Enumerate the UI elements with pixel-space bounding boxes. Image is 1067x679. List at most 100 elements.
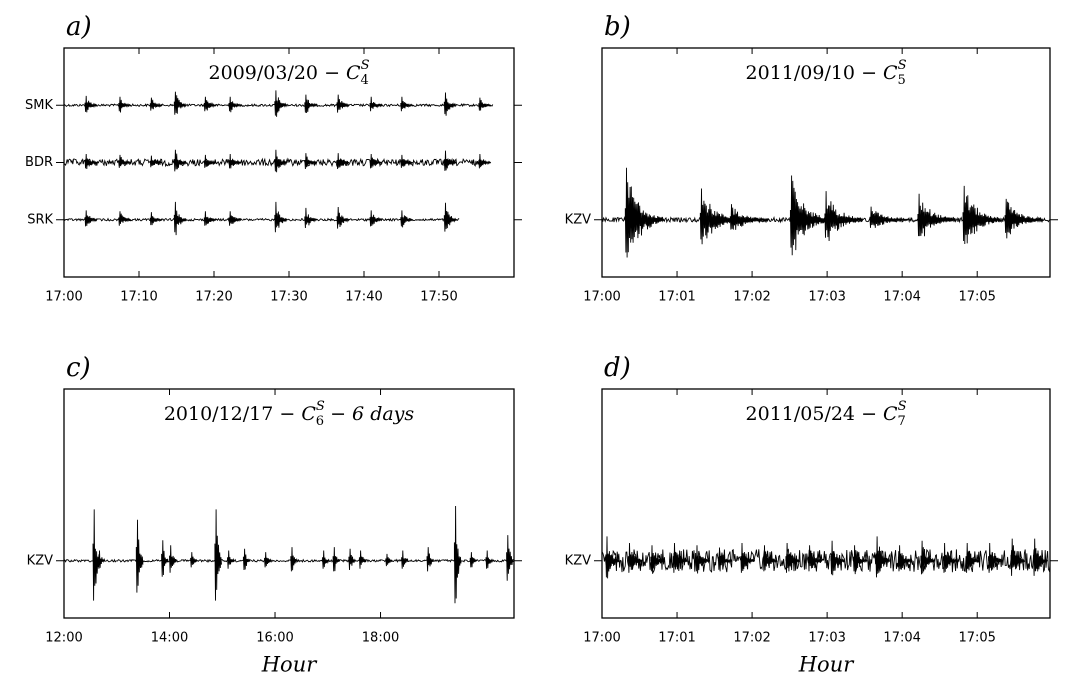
title-date: 2009/03/20 − — [209, 62, 347, 84]
title-suffix: − 6 days — [324, 403, 414, 425]
seismic-burst — [762, 545, 778, 572]
panel-title: 2010/12/17 − CS 6 − 6 days — [164, 399, 415, 429]
seismic-burst — [118, 211, 132, 226]
seismic-burst — [453, 505, 462, 604]
panel-label: c) — [66, 353, 91, 383]
seismic-burst — [400, 210, 414, 228]
seismic-burst — [443, 202, 457, 232]
seismic-burst — [214, 509, 222, 601]
x-tick-label: 18:00 — [362, 631, 399, 646]
title-sub: 6 — [316, 414, 324, 429]
title-sup: S — [316, 399, 325, 414]
seismic-burst — [426, 547, 435, 572]
title-symbol: C — [301, 403, 316, 425]
title-date: 2011/09/10 − — [746, 62, 884, 84]
seismic-burst — [173, 91, 187, 115]
seismic-burst — [227, 550, 235, 569]
seismic-burst — [1004, 198, 1044, 239]
y-tick-label: KZV — [565, 553, 591, 568]
x-axis-label: Hour — [798, 653, 855, 677]
seismic-burst — [443, 92, 457, 116]
panel-label: d) — [604, 353, 631, 383]
seismic-burst — [942, 542, 958, 573]
seismic-burst — [1010, 538, 1026, 576]
seismic-burst — [369, 210, 383, 227]
trace-baseline — [63, 157, 484, 168]
seismic-burst — [740, 542, 756, 573]
x-tick-label: 17:50 — [420, 290, 457, 305]
title-sup: S — [898, 58, 907, 73]
x-tick-label: 17:00 — [583, 290, 620, 305]
seismic-burst — [336, 153, 350, 170]
seismic-burst — [242, 548, 251, 571]
seismic-burst — [478, 97, 492, 111]
trace-baseline — [63, 558, 514, 564]
seismic-burst — [443, 150, 457, 171]
plot-frame — [63, 388, 515, 619]
panel-title: 2009/03/20 − CS 4 — [209, 58, 370, 88]
seismic-burst — [118, 154, 132, 168]
seismic-burst — [336, 94, 350, 113]
seismic-burst — [322, 550, 330, 569]
seismic-burst — [729, 204, 769, 230]
seismic-burst — [169, 545, 177, 573]
seismic-burst — [228, 153, 242, 169]
seismic-burst — [1033, 538, 1048, 576]
title-symbol: C — [883, 403, 898, 425]
x-tick-label: 17:10 — [120, 290, 157, 305]
seismic-burst — [173, 201, 187, 236]
seismic-burst — [785, 542, 801, 573]
seismic-burst — [650, 545, 665, 574]
seismic-burst — [852, 545, 868, 575]
seismic-burst — [84, 153, 98, 170]
y-tick-label: SMK — [25, 98, 53, 113]
seismic-burst — [228, 96, 242, 113]
seismic-burst — [988, 542, 1003, 573]
seismic-burst — [962, 185, 1002, 245]
seismic-burst — [304, 94, 318, 114]
x-tick-label: 17:30 — [270, 290, 307, 305]
x-tick-label: 17:03 — [808, 290, 845, 305]
seismic-burst — [274, 201, 288, 233]
y-tick-label: KZV — [27, 553, 53, 568]
seismic-burst — [135, 519, 144, 593]
seismic-burst — [869, 206, 909, 228]
x-tick-label: 17:05 — [958, 290, 995, 305]
seismic-burst — [627, 542, 643, 573]
seismic-burst — [478, 153, 492, 169]
title-symbol: C — [883, 62, 898, 84]
seismic-burst — [228, 211, 242, 226]
panel-title: 2011/05/24 − CS 7 — [746, 399, 907, 429]
x-tick-label: 17:01 — [658, 290, 695, 305]
plot-frame — [63, 47, 515, 278]
seismic-burst — [274, 149, 288, 173]
seismic-burst — [695, 545, 710, 574]
seismic-burst — [173, 149, 187, 172]
seismic-burst — [469, 552, 478, 568]
seismic-burst — [203, 211, 217, 226]
seismic-burst — [149, 212, 163, 226]
y-tick-label: SRK — [27, 212, 53, 227]
x-tick-label: 17:00 — [45, 290, 82, 305]
seismic-burst — [304, 153, 318, 170]
title-sub: 5 — [897, 73, 905, 88]
x-tick-label: 12:00 — [45, 631, 82, 646]
title-date: 2011/05/24 − — [746, 403, 884, 425]
x-tick-label: 17:04 — [883, 631, 920, 646]
plot-frame — [601, 47, 1051, 278]
seismic-burst — [369, 96, 383, 112]
y-tick-label: BDR — [25, 155, 53, 170]
seismic-burst — [401, 550, 409, 569]
seismic-burst — [290, 547, 298, 572]
seismic-burst — [672, 542, 688, 573]
seismic-burst — [624, 167, 664, 258]
trace-baseline — [601, 548, 1051, 574]
seismic-burst — [274, 90, 288, 117]
x-tick-label: 17:04 — [883, 290, 920, 305]
seismic-burst — [84, 210, 98, 227]
x-tick-label: 17:02 — [733, 290, 770, 305]
seismic-burst — [203, 154, 217, 168]
seismic-burst — [358, 550, 367, 569]
seismic-burst — [304, 207, 318, 229]
